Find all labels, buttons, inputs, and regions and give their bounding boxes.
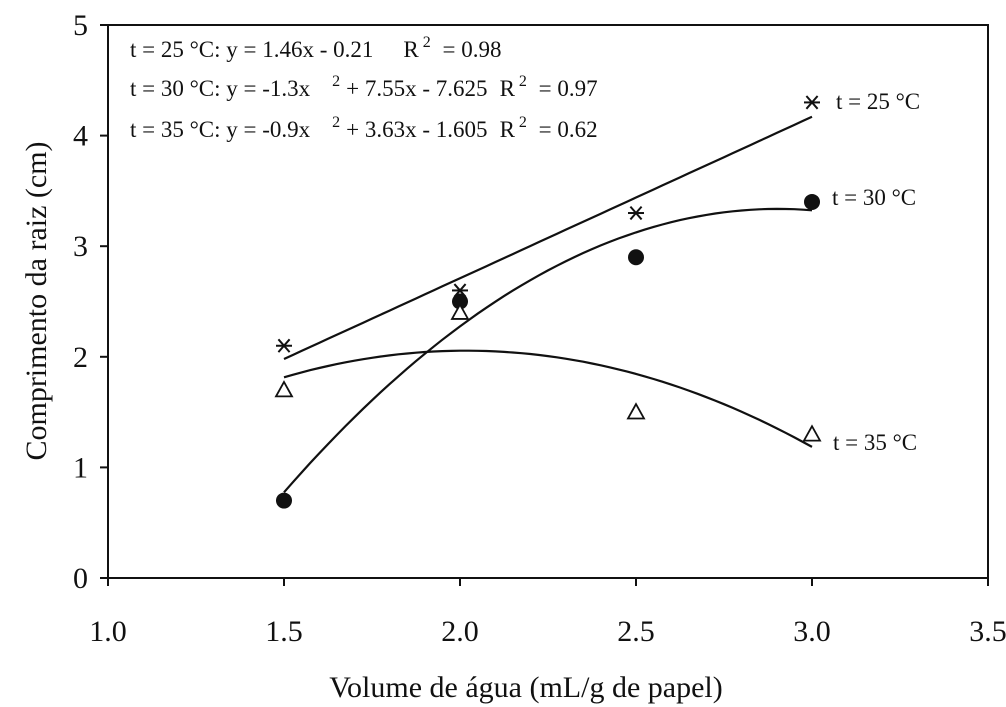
- asterisk-stroke: [805, 95, 819, 110]
- x-tick-label: 1.5: [265, 615, 303, 648]
- point-marker: [276, 338, 292, 353]
- equation-block: t = 25 °C: y = 1.46x - 0.21 R 2 = 0.98 t =…: [130, 34, 598, 142]
- y-tick-label: 0: [73, 562, 88, 595]
- point-marker: [804, 193, 820, 210]
- point-marker: [628, 205, 644, 221]
- point-marker: [626, 402, 646, 420]
- y-tick-label: 5: [73, 9, 88, 42]
- equation-35c: t = 35 °C: y = -0.9x 2 + 3.63x - 1.605 R 2 =…: [130, 114, 598, 142]
- trend-line-0: [283, 115, 813, 361]
- y-tick-label: 2: [73, 341, 88, 374]
- trend-line-2: [283, 349, 813, 448]
- point-marker: [276, 492, 292, 509]
- asterisk-stroke: [629, 205, 643, 221]
- y-axis-title: Comprimento da raiz (cm): [20, 141, 53, 460]
- plot-frame: [107, 24, 989, 579]
- equation-25c: t = 25 °C: y = 1.46x - 0.21 R 2 = 0.98: [130, 34, 502, 62]
- y-tick-label: 1: [73, 451, 88, 484]
- equation-30c: t = 30 °C: y = -1.3x 2 + 7.55x - 7.625 R 2 =…: [130, 73, 598, 101]
- point-marker: [274, 380, 294, 398]
- point-marker: [804, 95, 820, 110]
- series-label-35c: t = 35 °C: [833, 430, 917, 455]
- y-tick-label: 3: [73, 230, 88, 263]
- point-marker: [628, 249, 644, 266]
- point-marker: [452, 293, 468, 310]
- point-marker: [802, 424, 822, 442]
- x-tick-label: 2.0: [441, 615, 479, 648]
- series-label-25c: t = 25 °C: [836, 89, 920, 114]
- trend-line-1: [283, 207, 813, 494]
- point-marker: [450, 302, 470, 320]
- trend-lines: [283, 115, 813, 494]
- x-tick-label: 3.0: [793, 615, 831, 648]
- asterisk-stroke: [277, 338, 291, 353]
- data-points: [274, 95, 822, 509]
- series-label-30c: t = 30 °C: [832, 185, 916, 210]
- axis-ticks: 1.0 1.5 2.0 2.5 3.0 3.5 0 1 2 3 4 5: [73, 9, 1006, 648]
- x-tick-label: 1.0: [89, 615, 127, 648]
- x-tick-label: 2.5: [617, 615, 655, 648]
- x-tick-label: 3.5: [969, 615, 1006, 648]
- y-tick-label: 4: [73, 120, 88, 153]
- x-axis-title: Volume de água (mL/g de papel): [329, 671, 723, 704]
